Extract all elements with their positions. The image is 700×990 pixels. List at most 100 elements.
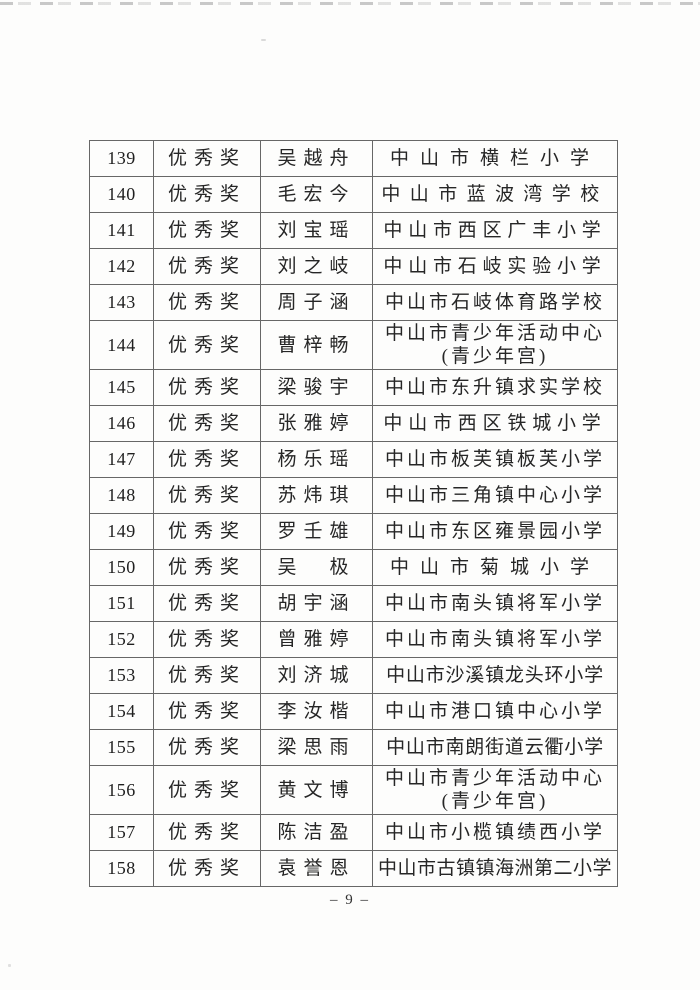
rank-cell: 152 — [89, 621, 154, 658]
school-cell: 中山市小榄镇绩西小学 — [372, 814, 618, 851]
name-cell: 苏炜琪 — [260, 477, 373, 514]
scan-speck — [8, 964, 11, 967]
table-row: 156 优秀奖 黄文博 中山市青少年活动中心 (青少年宫) — [89, 765, 618, 815]
school-cell: 中山市横栏小学 — [372, 140, 618, 177]
school-cell: 中山市港口镇中心小学 — [372, 693, 618, 730]
school-cell: 中山市西区广丰小学 — [372, 212, 618, 249]
award-cell: 优秀奖 — [153, 320, 261, 370]
award-cell: 优秀奖 — [153, 369, 261, 406]
name-cell: 李汝楷 — [260, 693, 373, 730]
name-cell: 杨乐瑶 — [260, 441, 373, 478]
table-row: 153 优秀奖 刘济城 中山市沙溪镇龙头环小学 — [89, 657, 618, 694]
award-cell: 优秀奖 — [153, 176, 261, 213]
name-cell: 吴越舟 — [260, 140, 373, 177]
rank-cell: 158 — [89, 850, 154, 887]
award-cell: 优秀奖 — [153, 549, 261, 586]
name-cell: 刘宝瑶 — [260, 212, 373, 249]
rank-cell: 142 — [89, 248, 154, 285]
rank-cell: 143 — [89, 284, 154, 321]
award-cell: 优秀奖 — [153, 441, 261, 478]
name-cell: 周子涵 — [260, 284, 373, 321]
table-row: 147 优秀奖 杨乐瑶 中山市板芙镇板芙小学 — [89, 441, 618, 478]
name-cell: 梁骏宇 — [260, 369, 373, 406]
name-cell: 胡宇涵 — [260, 585, 373, 622]
school-cell: 中山市板芙镇板芙小学 — [372, 441, 618, 478]
school-cell: 中山市西区铁城小学 — [372, 405, 618, 442]
scan-artifact-top-edge — [0, 2, 700, 5]
table-row: 139 优秀奖 吴越舟 中山市横栏小学 — [89, 140, 618, 177]
name-cell: 吴 极 — [260, 549, 373, 586]
school-cell: 中山市南头镇将军小学 — [372, 585, 618, 622]
rank-cell: 139 — [89, 140, 154, 177]
name-cell: 袁誉恩 — [260, 850, 373, 887]
name-cell: 张雅婷 — [260, 405, 373, 442]
name-cell: 毛宏今 — [260, 176, 373, 213]
awards-table-body: 139 优秀奖 吴越舟 中山市横栏小学 140 优秀奖 毛宏今 中山市蓝波湾学校… — [89, 140, 618, 887]
school-cell: 中山市古镇镇海洲第二小学 — [372, 850, 618, 887]
table-row: 154 优秀奖 李汝楷 中山市港口镇中心小学 — [89, 693, 618, 730]
table-row: 150 优秀奖 吴 极 中山市菊城小学 — [89, 549, 618, 586]
name-cell: 陈洁盈 — [260, 814, 373, 851]
school-cell: 中山市菊城小学 — [372, 549, 618, 586]
award-cell: 优秀奖 — [153, 248, 261, 285]
name-cell: 曾雅婷 — [260, 621, 373, 658]
table-row: 144 优秀奖 曹梓畅 中山市青少年活动中心 (青少年宫) — [89, 320, 618, 370]
name-cell: 梁思雨 — [260, 729, 373, 766]
school-cell: 中山市东区雍景园小学 — [372, 513, 618, 550]
school-cell: 中山市蓝波湾学校 — [372, 176, 618, 213]
rank-cell: 155 — [89, 729, 154, 766]
school-cell: 中山市东升镇求实学校 — [372, 369, 618, 406]
award-cell: 优秀奖 — [153, 477, 261, 514]
page-number: – 9 – — [330, 892, 370, 908]
table-row: 157 优秀奖 陈洁盈 中山市小榄镇绩西小学 — [89, 814, 618, 851]
school-cell: 中山市南朗街道云衢小学 — [372, 729, 618, 766]
award-cell: 优秀奖 — [153, 140, 261, 177]
school-cell: 中山市青少年活动中心 (青少年宫) — [372, 320, 618, 370]
award-cell: 优秀奖 — [153, 765, 261, 815]
award-cell: 优秀奖 — [153, 284, 261, 321]
rank-cell: 156 — [89, 765, 154, 815]
award-cell: 优秀奖 — [153, 585, 261, 622]
rank-cell: 141 — [89, 212, 154, 249]
name-cell: 罗壬雄 — [260, 513, 373, 550]
awards-table: 139 优秀奖 吴越舟 中山市横栏小学 140 优秀奖 毛宏今 中山市蓝波湾学校… — [89, 140, 618, 887]
table-row: 143 优秀奖 周子涵 中山市石岐体育路学校 — [89, 284, 618, 321]
name-cell: 刘之岐 — [260, 248, 373, 285]
table-row: 141 优秀奖 刘宝瑶 中山市西区广丰小学 — [89, 212, 618, 249]
scan-speck — [261, 39, 266, 41]
award-cell: 优秀奖 — [153, 729, 261, 766]
table-row: 149 优秀奖 罗壬雄 中山市东区雍景园小学 — [89, 513, 618, 550]
award-cell: 优秀奖 — [153, 212, 261, 249]
rank-cell: 149 — [89, 513, 154, 550]
name-cell: 曹梓畅 — [260, 320, 373, 370]
rank-cell: 140 — [89, 176, 154, 213]
table-row: 151 优秀奖 胡宇涵 中山市南头镇将军小学 — [89, 585, 618, 622]
table-row: 148 优秀奖 苏炜琪 中山市三角镇中心小学 — [89, 477, 618, 514]
rank-cell: 144 — [89, 320, 154, 370]
name-cell: 黄文博 — [260, 765, 373, 815]
table-row: 155 优秀奖 梁思雨 中山市南朗街道云衢小学 — [89, 729, 618, 766]
table-row: 146 优秀奖 张雅婷 中山市西区铁城小学 — [89, 405, 618, 442]
rank-cell: 157 — [89, 814, 154, 851]
school-cell: 中山市青少年活动中心 (青少年宫) — [372, 765, 618, 815]
table-row: 142 优秀奖 刘之岐 中山市石岐实验小学 — [89, 248, 618, 285]
name-cell: 刘济城 — [260, 657, 373, 694]
school-cell: 中山市南头镇将军小学 — [372, 621, 618, 658]
rank-cell: 153 — [89, 657, 154, 694]
award-cell: 优秀奖 — [153, 850, 261, 887]
table-row: 152 优秀奖 曾雅婷 中山市南头镇将军小学 — [89, 621, 618, 658]
rank-cell: 147 — [89, 441, 154, 478]
rank-cell: 148 — [89, 477, 154, 514]
rank-cell: 145 — [89, 369, 154, 406]
rank-cell: 151 — [89, 585, 154, 622]
award-cell: 优秀奖 — [153, 814, 261, 851]
rank-cell: 154 — [89, 693, 154, 730]
award-cell: 优秀奖 — [153, 693, 261, 730]
rank-cell: 150 — [89, 549, 154, 586]
rank-cell: 146 — [89, 405, 154, 442]
award-cell: 优秀奖 — [153, 621, 261, 658]
school-cell: 中山市三角镇中心小学 — [372, 477, 618, 514]
award-cell: 优秀奖 — [153, 405, 261, 442]
award-cell: 优秀奖 — [153, 513, 261, 550]
